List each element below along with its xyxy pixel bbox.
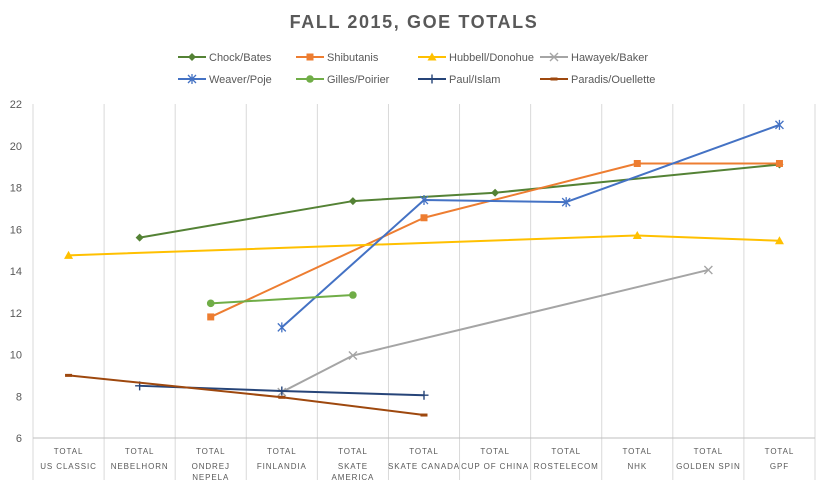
legend-label: Chock/Bates — [209, 52, 272, 64]
series-gilles-poirier — [206, 291, 357, 308]
data-point — [277, 322, 287, 333]
grid — [32, 104, 816, 480]
y-axis: 6 8 10 12 14 16 18 20 22 — [10, 99, 22, 445]
legend-label: Shibutanis — [327, 52, 379, 64]
y-tick-label: 10 — [10, 350, 22, 362]
series-line — [281, 268, 709, 393]
x-tick-label: NHK — [627, 462, 647, 471]
legend-item: Gilles/Poirier — [296, 74, 390, 86]
x-tick-label: TOTAL — [125, 447, 155, 456]
x-tick-label: SKATE — [338, 462, 368, 471]
legend-label: Gilles/Poirier — [327, 74, 390, 86]
series-hawayek-baker — [277, 265, 713, 397]
data-point — [491, 188, 500, 197]
data-point — [633, 159, 641, 167]
series-line — [210, 294, 353, 305]
y-tick-label: 20 — [10, 141, 22, 153]
data-point — [420, 413, 428, 417]
y-tick-label: 12 — [10, 308, 22, 320]
data-point — [774, 236, 784, 245]
data-point — [419, 195, 429, 206]
x-tick-label: TOTAL — [54, 447, 84, 456]
x-tick-label: FINLANDIA — [257, 462, 307, 471]
legend-label: Hubbell/Donohue — [449, 52, 534, 64]
y-tick-label: 14 — [10, 266, 22, 278]
data-point — [306, 53, 314, 61]
data-point — [427, 74, 437, 84]
x-tick-label: TOTAL — [551, 447, 581, 456]
data-point — [775, 159, 783, 167]
x-tick-label: TOTAL — [267, 447, 297, 456]
x-tick-label: ONDREJ — [192, 462, 230, 471]
x-tick-label: CUP OF CHINA — [461, 462, 529, 471]
data-point — [349, 291, 357, 299]
series-paradis-ouellette — [65, 373, 428, 417]
data-point — [277, 386, 287, 396]
x-tick-label: TOTAL — [409, 447, 439, 456]
legend: Chock/Bates Shibutanis Hubbell/Donohue Hawa… — [178, 52, 655, 86]
data-point — [348, 197, 357, 206]
x-tick-label: NEBELHORN — [111, 462, 169, 471]
series-line — [210, 162, 780, 318]
series-weaver-poje — [277, 119, 784, 333]
legend-label: Weaver/Poje — [209, 74, 272, 86]
x-tick-label: AMERICA — [332, 473, 375, 482]
x-tick-label: TOTAL — [622, 447, 652, 456]
legend-label: Hawayek/Baker — [571, 52, 648, 64]
legend-item: Paradis/Ouellette — [540, 74, 655, 86]
y-tick-label: 22 — [10, 99, 22, 111]
x-axis: TOTAL US CLASSIC TOTAL NEBELHORN TOTAL ONDREJ… — [40, 447, 795, 482]
data-point — [207, 313, 215, 321]
data-point — [419, 390, 429, 400]
data-point — [306, 75, 314, 83]
plot-area — [64, 119, 784, 417]
data-point — [703, 265, 713, 275]
data-point — [348, 351, 358, 361]
legend-label: Paul/Islam — [449, 74, 500, 86]
y-tick-label: 18 — [10, 183, 22, 195]
data-point — [65, 373, 73, 377]
data-point — [64, 250, 74, 259]
data-point — [774, 119, 784, 130]
data-point — [427, 52, 437, 61]
data-point — [206, 299, 215, 308]
legend-label: Paradis/Ouellette — [571, 74, 655, 86]
legend-item: Shibutanis — [296, 52, 379, 64]
chart-title: FALL 2015, GOE TOTALS — [290, 12, 539, 32]
series-hubbell-donohue — [64, 231, 784, 259]
x-tick-label: TOTAL — [196, 447, 226, 456]
series-shibutanis — [207, 159, 783, 321]
data-point — [561, 197, 571, 208]
x-tick-label: SKATE CANADA — [388, 462, 460, 471]
x-tick-label: TOTAL — [338, 447, 368, 456]
x-tick-label: NEPELA — [192, 473, 229, 482]
data-point — [550, 77, 558, 81]
x-tick-label: TOTAL — [694, 447, 724, 456]
data-point — [420, 214, 428, 222]
legend-item: Weaver/Poje — [178, 74, 272, 86]
legend-item: Paul/Islam — [418, 74, 500, 86]
data-point — [188, 53, 196, 61]
series-line — [281, 123, 780, 329]
x-tick-label: GPF — [770, 462, 789, 471]
legend-item: Hubbell/Donohue — [418, 52, 534, 64]
x-tick-label: TOTAL — [765, 447, 795, 456]
y-tick-label: 6 — [16, 433, 22, 445]
y-tick-label: 16 — [10, 224, 22, 236]
legend-item: Hawayek/Baker — [540, 52, 648, 64]
data-point — [549, 52, 559, 62]
data-point — [135, 233, 144, 242]
x-tick-label: GOLDEN SPIN — [676, 462, 741, 471]
x-tick-label: US CLASSIC — [40, 462, 97, 471]
x-tick-label: TOTAL — [480, 447, 510, 456]
legend-item: Chock/Bates — [178, 52, 272, 64]
y-tick-label: 8 — [16, 391, 22, 403]
data-point — [632, 231, 642, 240]
x-tick-label: ROSTELECOM — [534, 462, 599, 471]
data-point — [187, 74, 197, 84]
data-point — [278, 395, 286, 399]
